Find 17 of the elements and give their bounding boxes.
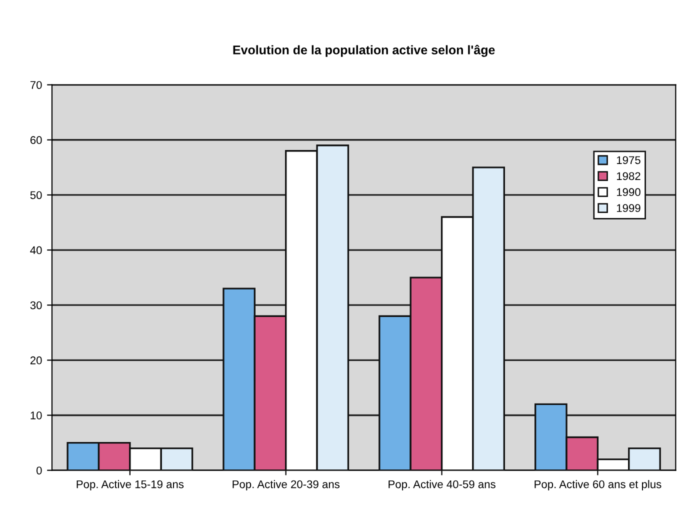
y-tick-label: 20 [30,356,42,364]
legend-label: 1999 [616,204,640,212]
legend-label: 1982 [616,172,640,180]
y-tick-label: 0 [36,466,42,474]
y-tick-label: 10 [30,412,42,420]
x-tick-label: Pop. Active 60 ans et plus [534,480,662,490]
legend-label: 1975 [616,156,640,164]
x-tick-label: Pop. Active 40-59 ans [388,480,496,490]
x-tick-label: Pop. Active 20-39 ans [232,480,340,490]
legend-label: 1990 [616,188,640,196]
y-tick-label: 30 [30,301,42,310]
y-tick-label: 50 [30,191,42,200]
x-tick-label: Pop. Active 15-19 ans [76,480,184,490]
y-tick-label: 70 [30,81,42,89]
y-tick-label: 60 [30,136,42,144]
chart-title: Evolution de la population active selon l'âge [233,44,495,57]
y-tick-label: 40 [30,246,42,254]
